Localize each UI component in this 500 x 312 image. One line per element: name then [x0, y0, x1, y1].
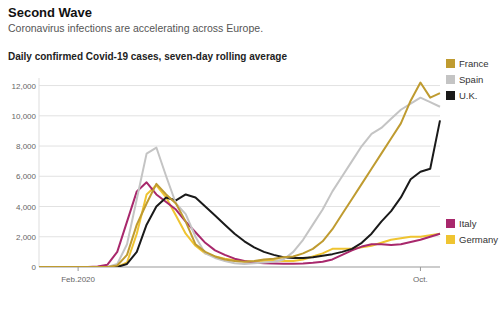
title: Second Wave — [8, 5, 92, 20]
subtitle: Coronavirus infections are accelerating … — [8, 22, 263, 34]
y-tick-label: 6,000 — [16, 172, 37, 181]
series-line — [39, 98, 440, 267]
x-tick — [420, 267, 421, 271]
legend-swatch — [446, 219, 455, 228]
y-axis-label: Daily confirmed Covid-19 cases, seven-da… — [8, 51, 287, 62]
y-tick-label: 0 — [32, 263, 37, 272]
legend-label: Spain — [459, 74, 483, 85]
y-tick-label: 12,000 — [12, 82, 37, 91]
x-tick — [78, 267, 79, 271]
legend-label: Italy — [459, 218, 477, 229]
grid — [39, 86, 440, 267]
y-tick-label: 8,000 — [16, 142, 37, 151]
legend-swatch — [446, 75, 455, 84]
x-tick-label: Oct. — [413, 275, 428, 284]
chart-root: Second Wave Coronavirus infections are ac… — [0, 0, 500, 312]
series-line — [39, 185, 440, 267]
y-tick-label: 2,000 — [16, 233, 37, 242]
legend: France Spain U.K. Italy Germany — [446, 58, 498, 245]
legend-swatch — [446, 59, 455, 68]
lines — [39, 83, 440, 267]
legend-label: U.K. — [459, 90, 477, 101]
legend-swatch — [446, 235, 455, 244]
grid-line — [39, 115, 440, 116]
grid-line — [39, 85, 440, 86]
grid-line — [39, 206, 440, 207]
legend-swatch — [446, 91, 455, 100]
legend-label: Germany — [459, 234, 498, 245]
grid-line — [39, 176, 440, 177]
grid-line — [39, 146, 440, 147]
series-line — [39, 83, 440, 267]
series-line — [39, 120, 440, 267]
y-tick-label: 4,000 — [16, 203, 37, 212]
y-axis-line — [39, 78, 40, 267]
legend-label: France — [459, 58, 489, 69]
chart-svg: Second Wave Coronavirus infections are ac… — [0, 0, 500, 312]
y-tick-label: 10,000 — [12, 112, 37, 121]
x-tick-label: Feb.2020 — [61, 275, 95, 284]
